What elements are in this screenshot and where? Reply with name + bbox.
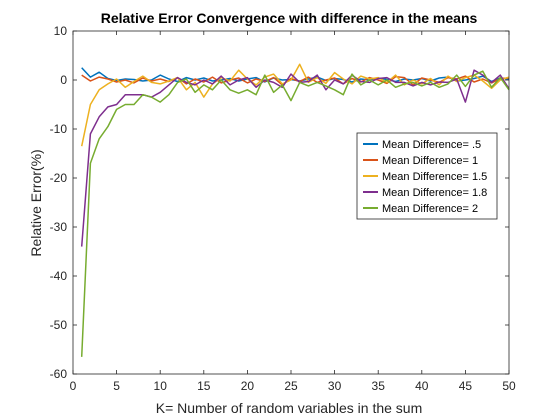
x-axis-label: K= Number of random variables in the sum [156,400,423,416]
x-tick-label: 15 [197,379,211,393]
chart-title: Relative Error Convergence with differen… [101,10,478,26]
legend-label-3: Mean Difference= 1.5 [382,171,487,183]
x-tick-label: 30 [328,379,342,393]
legend-items: Mean Difference= .5 Mean Difference= 1 Mea… [363,139,487,215]
y-axis-label: Relative Error(%) [28,149,44,256]
legend-box [356,132,498,220]
y-tick-label: -20 [50,171,68,185]
y-tick-label: -30 [50,220,68,234]
x-tick-label: 45 [459,379,473,393]
y-tick-label: -60 [50,367,68,381]
x-axis: 0 5 10 15 20 25 30 35 40 45 50 [70,31,516,393]
legend[interactable]: Mean Difference= .5 Mean Difference= 1 Mea… [356,132,498,220]
x-tick-label: 25 [284,379,298,393]
x-tick-label: 5 [113,379,120,393]
y-tick-label: -10 [50,122,68,136]
y-axis: 10 0 -10 -20 -30 -40 -50 -60 [50,24,509,381]
series-layer [80,63,510,357]
x-tick-label: 20 [241,379,255,393]
y-tick-label: -50 [50,318,68,332]
x-tick-label: 0 [70,379,77,393]
legend-label-4: Mean Difference= 1.8 [382,187,487,199]
series-line-5 [80,70,510,357]
y-tick-label: 0 [60,73,67,87]
x-tick-label: 40 [415,379,429,393]
legend-label-5: Mean Difference= 2 [382,203,478,215]
x-tick-label: 50 [502,379,516,393]
series-line-4 [80,69,510,247]
legend-label-1: Mean Difference= .5 [382,139,481,151]
y-tick-label: -40 [50,269,68,283]
x-tick-label: 35 [372,379,386,393]
legend-label-2: Mean Difference= 1 [382,155,478,167]
series-line-3 [80,63,510,147]
x-tick-label: 10 [154,379,168,393]
y-tick-label: 10 [54,24,68,38]
